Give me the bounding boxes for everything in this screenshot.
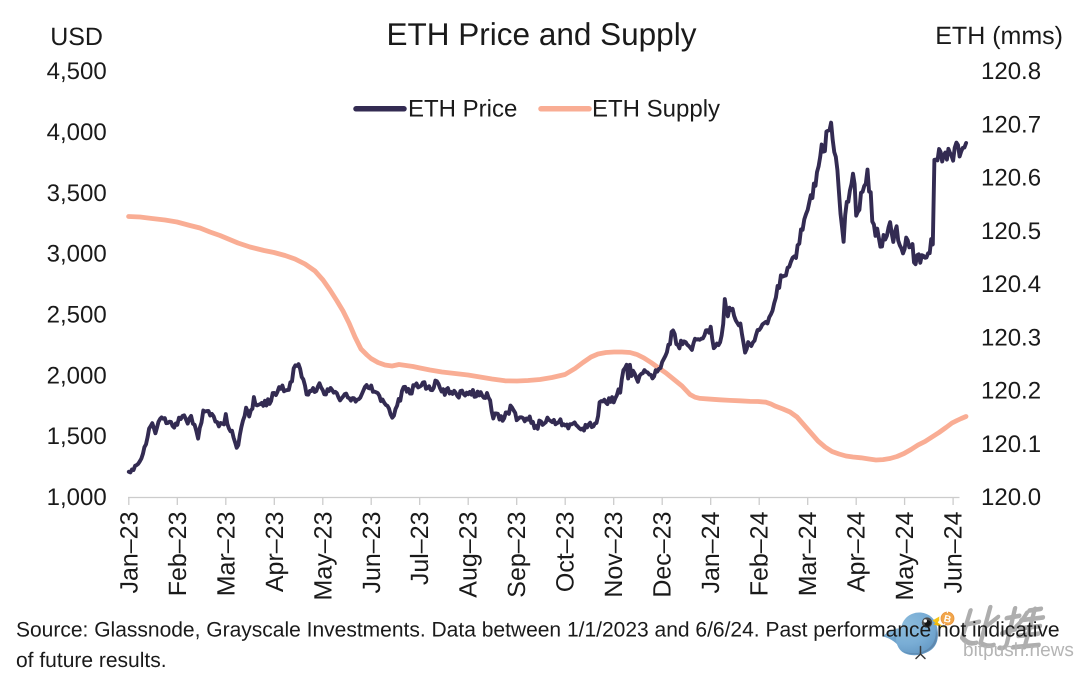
svg-text:Dec–23: Dec–23 (649, 512, 677, 598)
svg-text:1,000: 1,000 (47, 484, 107, 511)
svg-text:Mar–23: Mar–23 (212, 512, 240, 597)
svg-text:Oct–23: Oct–23 (552, 512, 580, 593)
svg-text:4,500: 4,500 (47, 58, 107, 85)
svg-text:Sep–23: Sep–23 (503, 512, 531, 598)
svg-text:May–24: May–24 (891, 511, 919, 600)
svg-text:Jul–23: Jul–23 (406, 512, 434, 586)
svg-text:1,500: 1,500 (47, 423, 107, 450)
svg-text:Source: Glassnode, Grayscale I: Source: Glassnode, Grayscale Investments… (16, 619, 1060, 642)
svg-text:120.6: 120.6 (981, 165, 1041, 192)
svg-text:Aug–23: Aug–23 (455, 512, 483, 598)
svg-text:2,500: 2,500 (47, 302, 107, 329)
svg-text:3,000: 3,000 (47, 241, 107, 268)
svg-text:120.5: 120.5 (981, 218, 1041, 245)
svg-text:Apr–23: Apr–23 (261, 512, 289, 593)
svg-text:Jan–23: Jan–23 (115, 512, 143, 594)
svg-text:Mar–24: Mar–24 (794, 511, 822, 596)
svg-text:Jun–23: Jun–23 (358, 512, 386, 594)
svg-text:ETH Price and Supply: ETH Price and Supply (387, 16, 697, 52)
svg-text:120.3: 120.3 (981, 324, 1041, 351)
svg-text:B: B (943, 614, 953, 626)
svg-text:2,000: 2,000 (47, 362, 107, 389)
svg-text:of future results.: of future results. (16, 649, 167, 672)
svg-text:Feb–24: Feb–24 (746, 511, 774, 596)
svg-text:Nov–23: Nov–23 (600, 512, 628, 598)
svg-text:120.2: 120.2 (981, 378, 1041, 405)
svg-text:ETH Price: ETH Price (408, 96, 517, 123)
svg-text:120.8: 120.8 (981, 58, 1041, 85)
svg-text:Jun–24: Jun–24 (940, 511, 968, 593)
svg-text:May–23: May–23 (309, 512, 337, 601)
svg-text:Feb–23: Feb–23 (164, 512, 192, 597)
svg-text:4,000: 4,000 (47, 119, 107, 146)
svg-text:bitpush.news: bitpush.news (963, 640, 1074, 661)
svg-text:120.4: 120.4 (981, 271, 1041, 298)
svg-text:ETH (mms): ETH (mms) (935, 22, 1063, 50)
svg-text:3,500: 3,500 (47, 180, 107, 207)
svg-text:Apr–24: Apr–24 (843, 511, 871, 592)
svg-text:USD: USD (50, 23, 103, 51)
svg-text:120.1: 120.1 (981, 431, 1041, 458)
svg-text:ETH Supply: ETH Supply (592, 96, 720, 123)
svg-text:Jan–24: Jan–24 (697, 511, 725, 593)
svg-text:120.0: 120.0 (981, 484, 1041, 511)
svg-text:120.7: 120.7 (981, 111, 1041, 138)
